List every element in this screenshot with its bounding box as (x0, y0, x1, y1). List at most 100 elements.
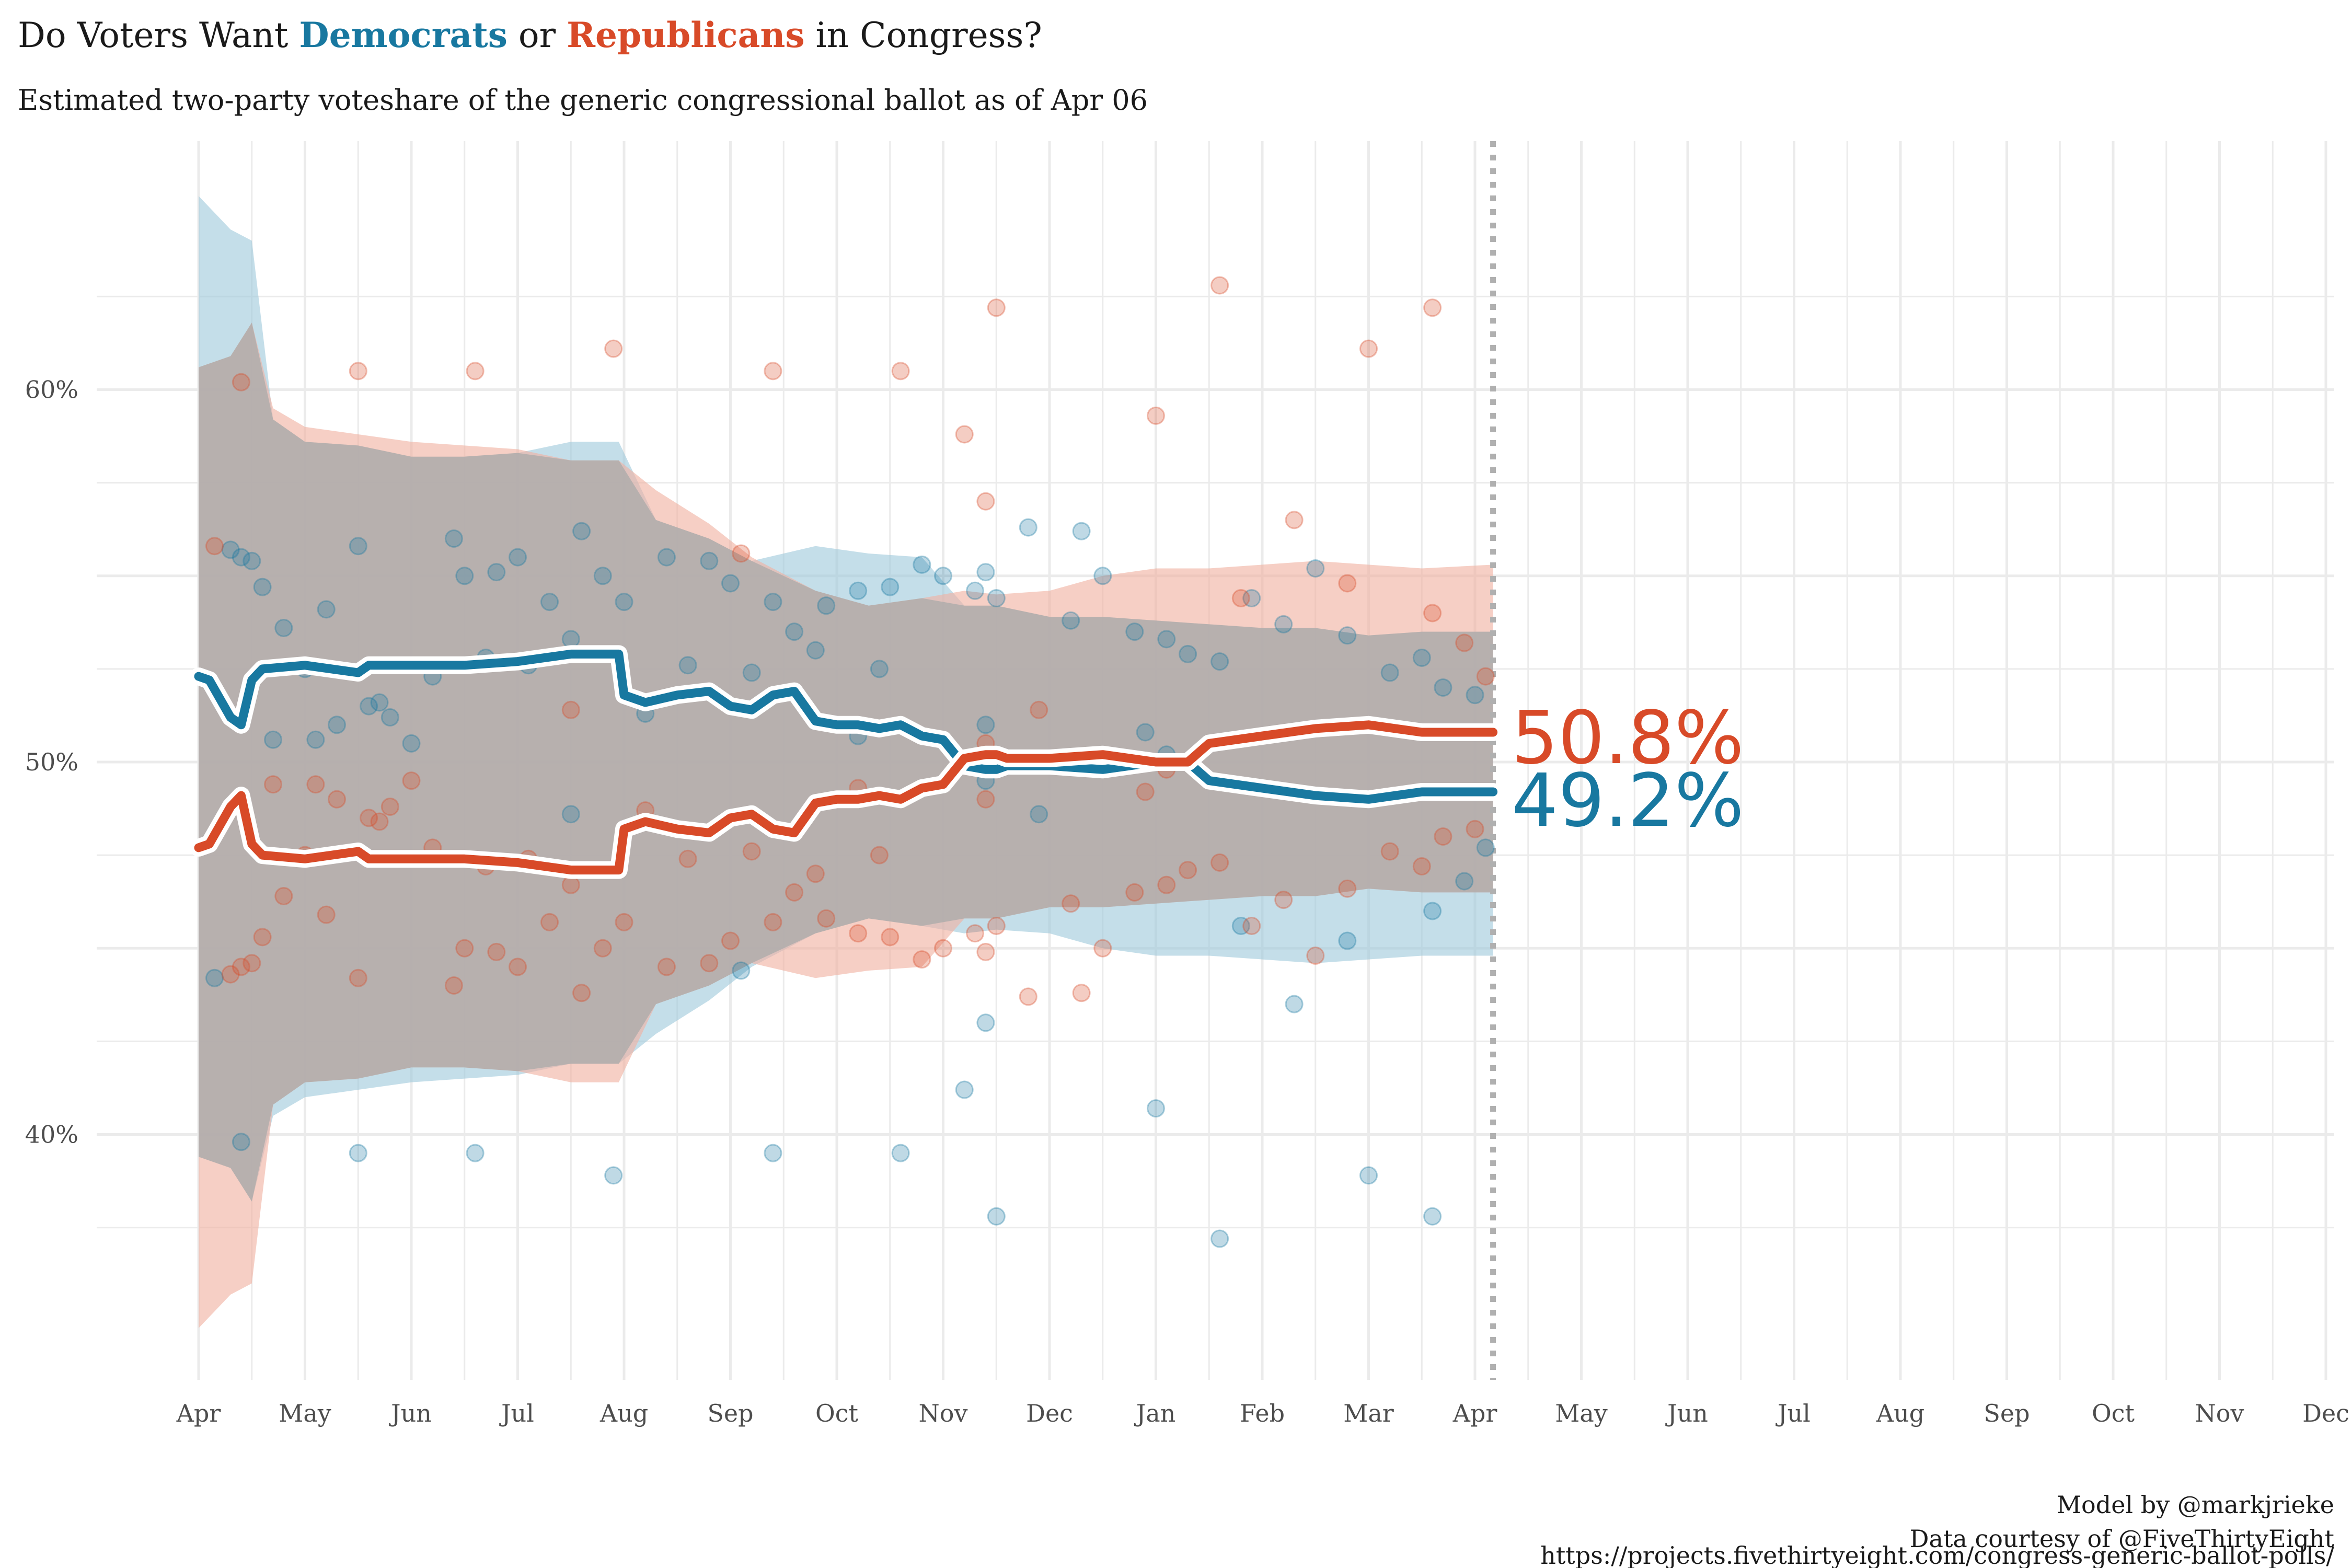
democrats-poll-point (349, 1144, 367, 1162)
republicans-poll-point (732, 544, 751, 563)
democrats-poll-point (381, 708, 399, 727)
democrats-poll-point (785, 622, 804, 641)
republicans-poll-point (1466, 820, 1484, 838)
democrats-poll-point (274, 619, 293, 637)
democrats-poll-point (317, 600, 336, 619)
republicans-poll-point (455, 939, 474, 958)
democrats-poll-point (678, 656, 697, 675)
democrats-poll-point (934, 567, 952, 585)
x-tick-label: Jul (499, 1399, 534, 1427)
x-tick-label: Nov (2195, 1399, 2244, 1427)
democrats-poll-point (561, 805, 580, 824)
democrats-poll-point (870, 660, 889, 678)
republicans-poll-point (1136, 782, 1155, 801)
republicans-poll-point (891, 362, 910, 381)
republicans-poll-point (934, 939, 952, 958)
democrats-poll-point (1231, 917, 1250, 935)
republicans-poll-point (381, 798, 399, 816)
republicans-poll-point (317, 905, 336, 924)
democrats-poll-point (657, 548, 676, 567)
republicans-poll-point (1242, 917, 1261, 935)
democrats-poll-point (1338, 931, 1357, 950)
democrats-poll-point (466, 1144, 485, 1162)
democrats-poll-point (891, 1144, 910, 1162)
title-prefix: Do Voters Want (18, 15, 299, 55)
caption-model: Model by @markjrieke (2057, 1491, 2334, 1519)
republicans-poll-point (817, 909, 836, 928)
republicans-poll-point (1412, 857, 1431, 875)
republicans-poll-point (509, 958, 527, 976)
republicans-poll-point (1359, 339, 1378, 358)
democrats-poll-point (1019, 518, 1037, 537)
republicans-poll-point (243, 954, 261, 973)
democrats-poll-point (849, 581, 868, 600)
democrats-poll-point (1359, 1166, 1378, 1185)
x-tick-label: May (1555, 1399, 1608, 1427)
democrats-poll-point (221, 540, 240, 559)
overlap-interval-band (199, 322, 1493, 1202)
republicans-poll-point (678, 849, 697, 868)
republicans-poll-point (205, 537, 224, 556)
democrats-poll-point (1147, 1099, 1165, 1118)
republicans-poll-point (1072, 984, 1091, 1002)
democrats-poll-point (349, 537, 367, 556)
x-tick-label: Jun (1665, 1399, 1708, 1427)
democrats-poll-point (1062, 611, 1080, 630)
republicans-poll-point (221, 965, 240, 984)
democrats-poll-point (764, 593, 782, 612)
republicans-poll-point (1306, 947, 1325, 965)
republicans-poll-point (764, 913, 782, 931)
republicans-poll-point (1210, 276, 1229, 295)
democrats-poll-point (360, 697, 378, 716)
republicans-poll-point (487, 942, 506, 961)
democrats-poll-point (402, 734, 421, 753)
republicans-poll-point (540, 913, 559, 931)
democrats-poll-point (205, 969, 224, 987)
republicans-poll-point (1147, 406, 1165, 425)
democrats-poll-point (881, 578, 900, 596)
republicans-poll-point (572, 984, 591, 1002)
x-tick-label: May (279, 1399, 331, 1427)
democrats-poll-point (253, 578, 272, 596)
x-tick-label: Nov (919, 1399, 968, 1427)
republican-end-label: 50.8% (1512, 696, 1744, 781)
x-tick-label: Apr (1452, 1399, 1497, 1427)
x-tick-label: Dec (1026, 1399, 1073, 1427)
democrats-poll-point (976, 563, 995, 582)
republicans-poll-point (1380, 842, 1399, 861)
democrats-poll-point (1423, 902, 1442, 920)
democrats-poll-point (1380, 663, 1399, 682)
republicans-poll-point (349, 969, 367, 987)
x-tick-label: Aug (599, 1399, 648, 1427)
republicans-poll-point (721, 931, 740, 950)
republicans-poll-point (955, 425, 974, 444)
republicans-poll-point (1210, 853, 1229, 872)
y-tick-label: 60% (25, 376, 78, 404)
x-tick-label: Dec (2302, 1399, 2349, 1427)
republicans-poll-point (1338, 574, 1357, 593)
democrats-poll-point (455, 567, 474, 585)
republicans-poll-point (232, 958, 250, 976)
republicans-poll-point (806, 864, 825, 883)
republicans-poll-point (1179, 861, 1197, 880)
republicans-poll-point (785, 883, 804, 902)
republicans-poll-point (1093, 939, 1112, 958)
democrats-poll-point (732, 961, 751, 980)
republicans-poll-point (764, 362, 782, 381)
democrats-poll-point (1274, 615, 1293, 633)
estimate-lines (190, 645, 1502, 879)
republicans-poll-point (360, 809, 378, 827)
republicans-poll-point (1285, 511, 1304, 529)
democrats-poll-point (593, 567, 612, 585)
x-tick-label: Jun (389, 1399, 432, 1427)
x-tick-label: Mar (1343, 1399, 1394, 1427)
republicans-poll-point (1062, 894, 1080, 913)
democrats-poll-point (1455, 872, 1474, 891)
democrats-poll-point (615, 593, 633, 612)
democrats-poll-point (540, 593, 559, 612)
democrats-poll-point (561, 630, 580, 649)
democrats-poll-point (721, 574, 740, 593)
republicans-poll-point (561, 700, 580, 719)
democrats-poll-point (604, 1166, 623, 1185)
